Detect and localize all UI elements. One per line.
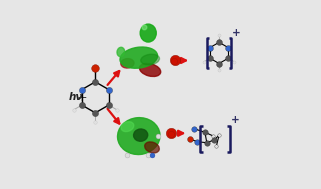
Text: +: +: [232, 28, 240, 38]
Ellipse shape: [117, 118, 160, 155]
Ellipse shape: [141, 54, 160, 65]
Ellipse shape: [145, 142, 159, 153]
Text: hν: hν: [69, 92, 83, 102]
Ellipse shape: [121, 59, 134, 68]
Ellipse shape: [140, 63, 161, 77]
Ellipse shape: [142, 25, 147, 30]
Ellipse shape: [121, 122, 134, 132]
Ellipse shape: [140, 24, 156, 42]
Ellipse shape: [120, 47, 158, 68]
Ellipse shape: [134, 129, 148, 141]
Text: +: +: [231, 115, 240, 125]
Text: +: +: [76, 91, 87, 104]
Ellipse shape: [117, 47, 125, 57]
